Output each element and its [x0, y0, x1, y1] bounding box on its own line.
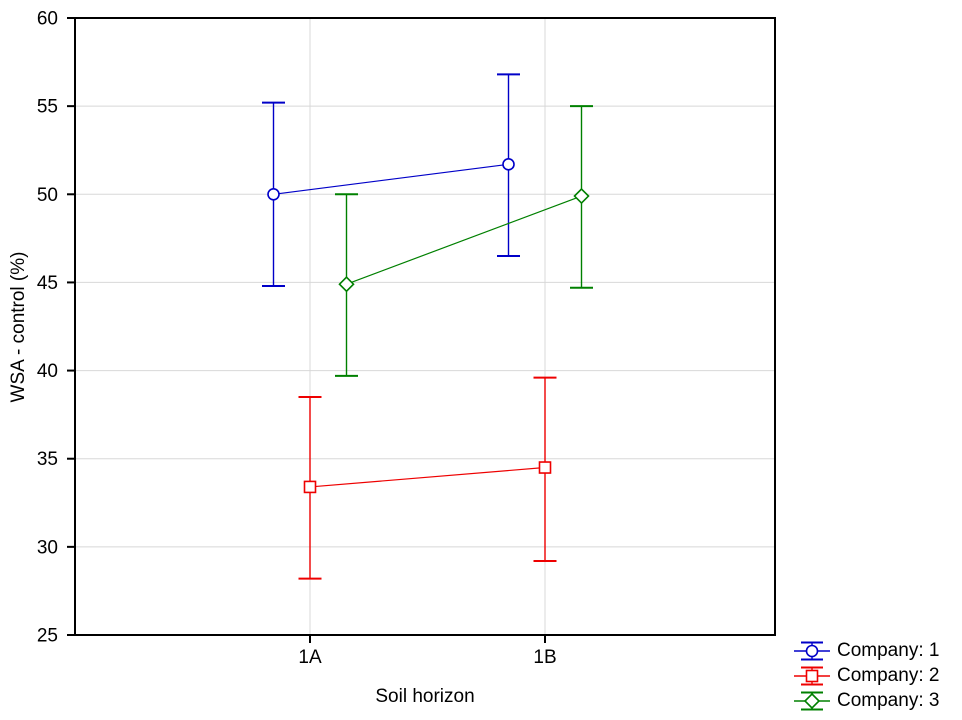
legend-label: Company: 3 — [837, 689, 940, 711]
plot-frame — [74, 17, 776, 636]
y-axis-tick-label: 35 — [37, 449, 58, 470]
marker-circle — [267, 187, 280, 201]
y-axis-tick-label: 25 — [37, 626, 58, 647]
y-axis-title: WSA - control (%) — [8, 251, 29, 403]
legend-item-company-1: Company: 1 — [793, 638, 939, 663]
legend-item-company-3: Company: 3 — [793, 688, 939, 713]
legend-marker-square — [805, 669, 819, 682]
error-bar-square-marker-icon — [794, 666, 830, 685]
marker-circle — [502, 158, 515, 171]
series-2 — [298, 376, 557, 580]
legend-marker-diamond — [803, 692, 821, 709]
error-bar-diamond-marker-icon — [794, 691, 830, 710]
error-bar-circle-marker-icon — [794, 641, 830, 660]
series-line — [346, 195, 582, 285]
marker-diamond — [338, 276, 355, 293]
legend-label: Company: 1 — [837, 639, 940, 661]
marker-diamond — [573, 187, 590, 205]
y-axis-tick-label: 45 — [37, 273, 58, 294]
series-line — [273, 163, 509, 195]
y-axis-tick-label: 60 — [37, 9, 58, 30]
legend-label: Company: 2 — [837, 664, 940, 686]
series-1 — [262, 73, 520, 287]
y-axis-tick-label: 40 — [37, 361, 58, 382]
series-line — [309, 466, 546, 488]
legend-item-company-2: Company: 2 — [793, 663, 939, 688]
marker-square — [303, 480, 317, 494]
y-axis-tick-label: 55 — [37, 97, 58, 118]
y-axis-tick-label: 30 — [37, 537, 58, 558]
y-axis-tick-label: 50 — [37, 185, 58, 206]
x-axis-tick-label: 1A — [298, 647, 322, 668]
x-axis-tick-label: 1B — [533, 647, 556, 668]
legend-marker-circle — [805, 644, 819, 657]
x-axis-title: Soil horizon — [375, 686, 475, 707]
marker-square — [538, 461, 552, 474]
legend: Company: 1 Company: 2 Company: 3 — [793, 638, 939, 713]
series-3 — [335, 105, 593, 377]
